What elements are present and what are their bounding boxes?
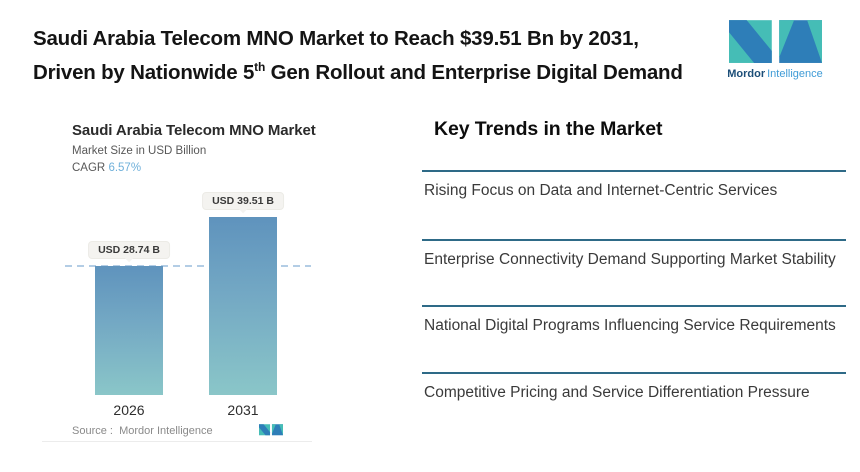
trend-item: Rising Focus on Data and Internet-Centri… xyxy=(422,170,846,239)
brand-name: Mordor Intelligence xyxy=(727,68,823,80)
x-axis-label-2026: 2026 xyxy=(113,402,145,418)
cagr-value: 6.57% xyxy=(108,162,142,174)
chart-subtitle: Market Size in USD Billion xyxy=(72,145,207,157)
trend-item: National Digital Programs Influencing Se… xyxy=(422,305,846,372)
bar-2026 xyxy=(95,266,163,395)
bar-chart: USD 28.74 B USD 39.51 B xyxy=(40,187,322,395)
trend-item: Enterprise Connectivity Demand Supportin… xyxy=(422,239,846,305)
bar-value-label-2031: USD 39.51 B xyxy=(202,192,284,210)
chart-cagr: CAGR 6.57% xyxy=(72,162,141,174)
card-bottom-divider xyxy=(42,441,312,442)
trend-item: Competitive Pricing and Service Differen… xyxy=(422,372,846,442)
title-superscript: th xyxy=(254,60,266,74)
bar-column-2031: USD 39.51 B xyxy=(202,187,284,395)
reference-line xyxy=(65,265,311,267)
trend-list: Rising Focus on Data and Internet-Centri… xyxy=(422,170,846,442)
brand-logo: Mordor Intelligence xyxy=(727,20,823,80)
source-row: Source : Mordor Intelligence xyxy=(40,424,322,440)
key-trends-panel: Key Trends in the Market Rising Focus on… xyxy=(422,118,846,442)
x-axis-label-2031: 2031 xyxy=(227,402,259,418)
brand-name-light: Intelligence xyxy=(767,68,823,80)
bar-column-2026: USD 28.74 B xyxy=(88,187,170,395)
title-line-1: Saudi Arabia Telecom MNO Market to Reach… xyxy=(33,27,639,50)
page-title: Saudi Arabia Telecom MNO Market to Reach… xyxy=(33,24,733,87)
mordor-mini-logo-icon xyxy=(259,424,283,436)
mordor-intelligence-logo-icon xyxy=(728,20,822,63)
bar-value-label-2026: USD 28.74 B xyxy=(88,241,170,259)
market-chart-card: Saudi Arabia Telecom MNO Market Market S… xyxy=(40,108,322,458)
cagr-label: CAGR xyxy=(72,162,106,174)
key-trends-heading: Key Trends in the Market xyxy=(434,118,663,140)
bar-2031 xyxy=(209,217,277,395)
brand-name-bold: Mordor xyxy=(727,68,766,80)
chart-title: Saudi Arabia Telecom MNO Market xyxy=(72,122,316,139)
title-line-2: Driven by Nationwide 5th Gen Rollout and… xyxy=(33,60,683,84)
source-text: Source : Mordor Intelligence xyxy=(72,425,213,437)
